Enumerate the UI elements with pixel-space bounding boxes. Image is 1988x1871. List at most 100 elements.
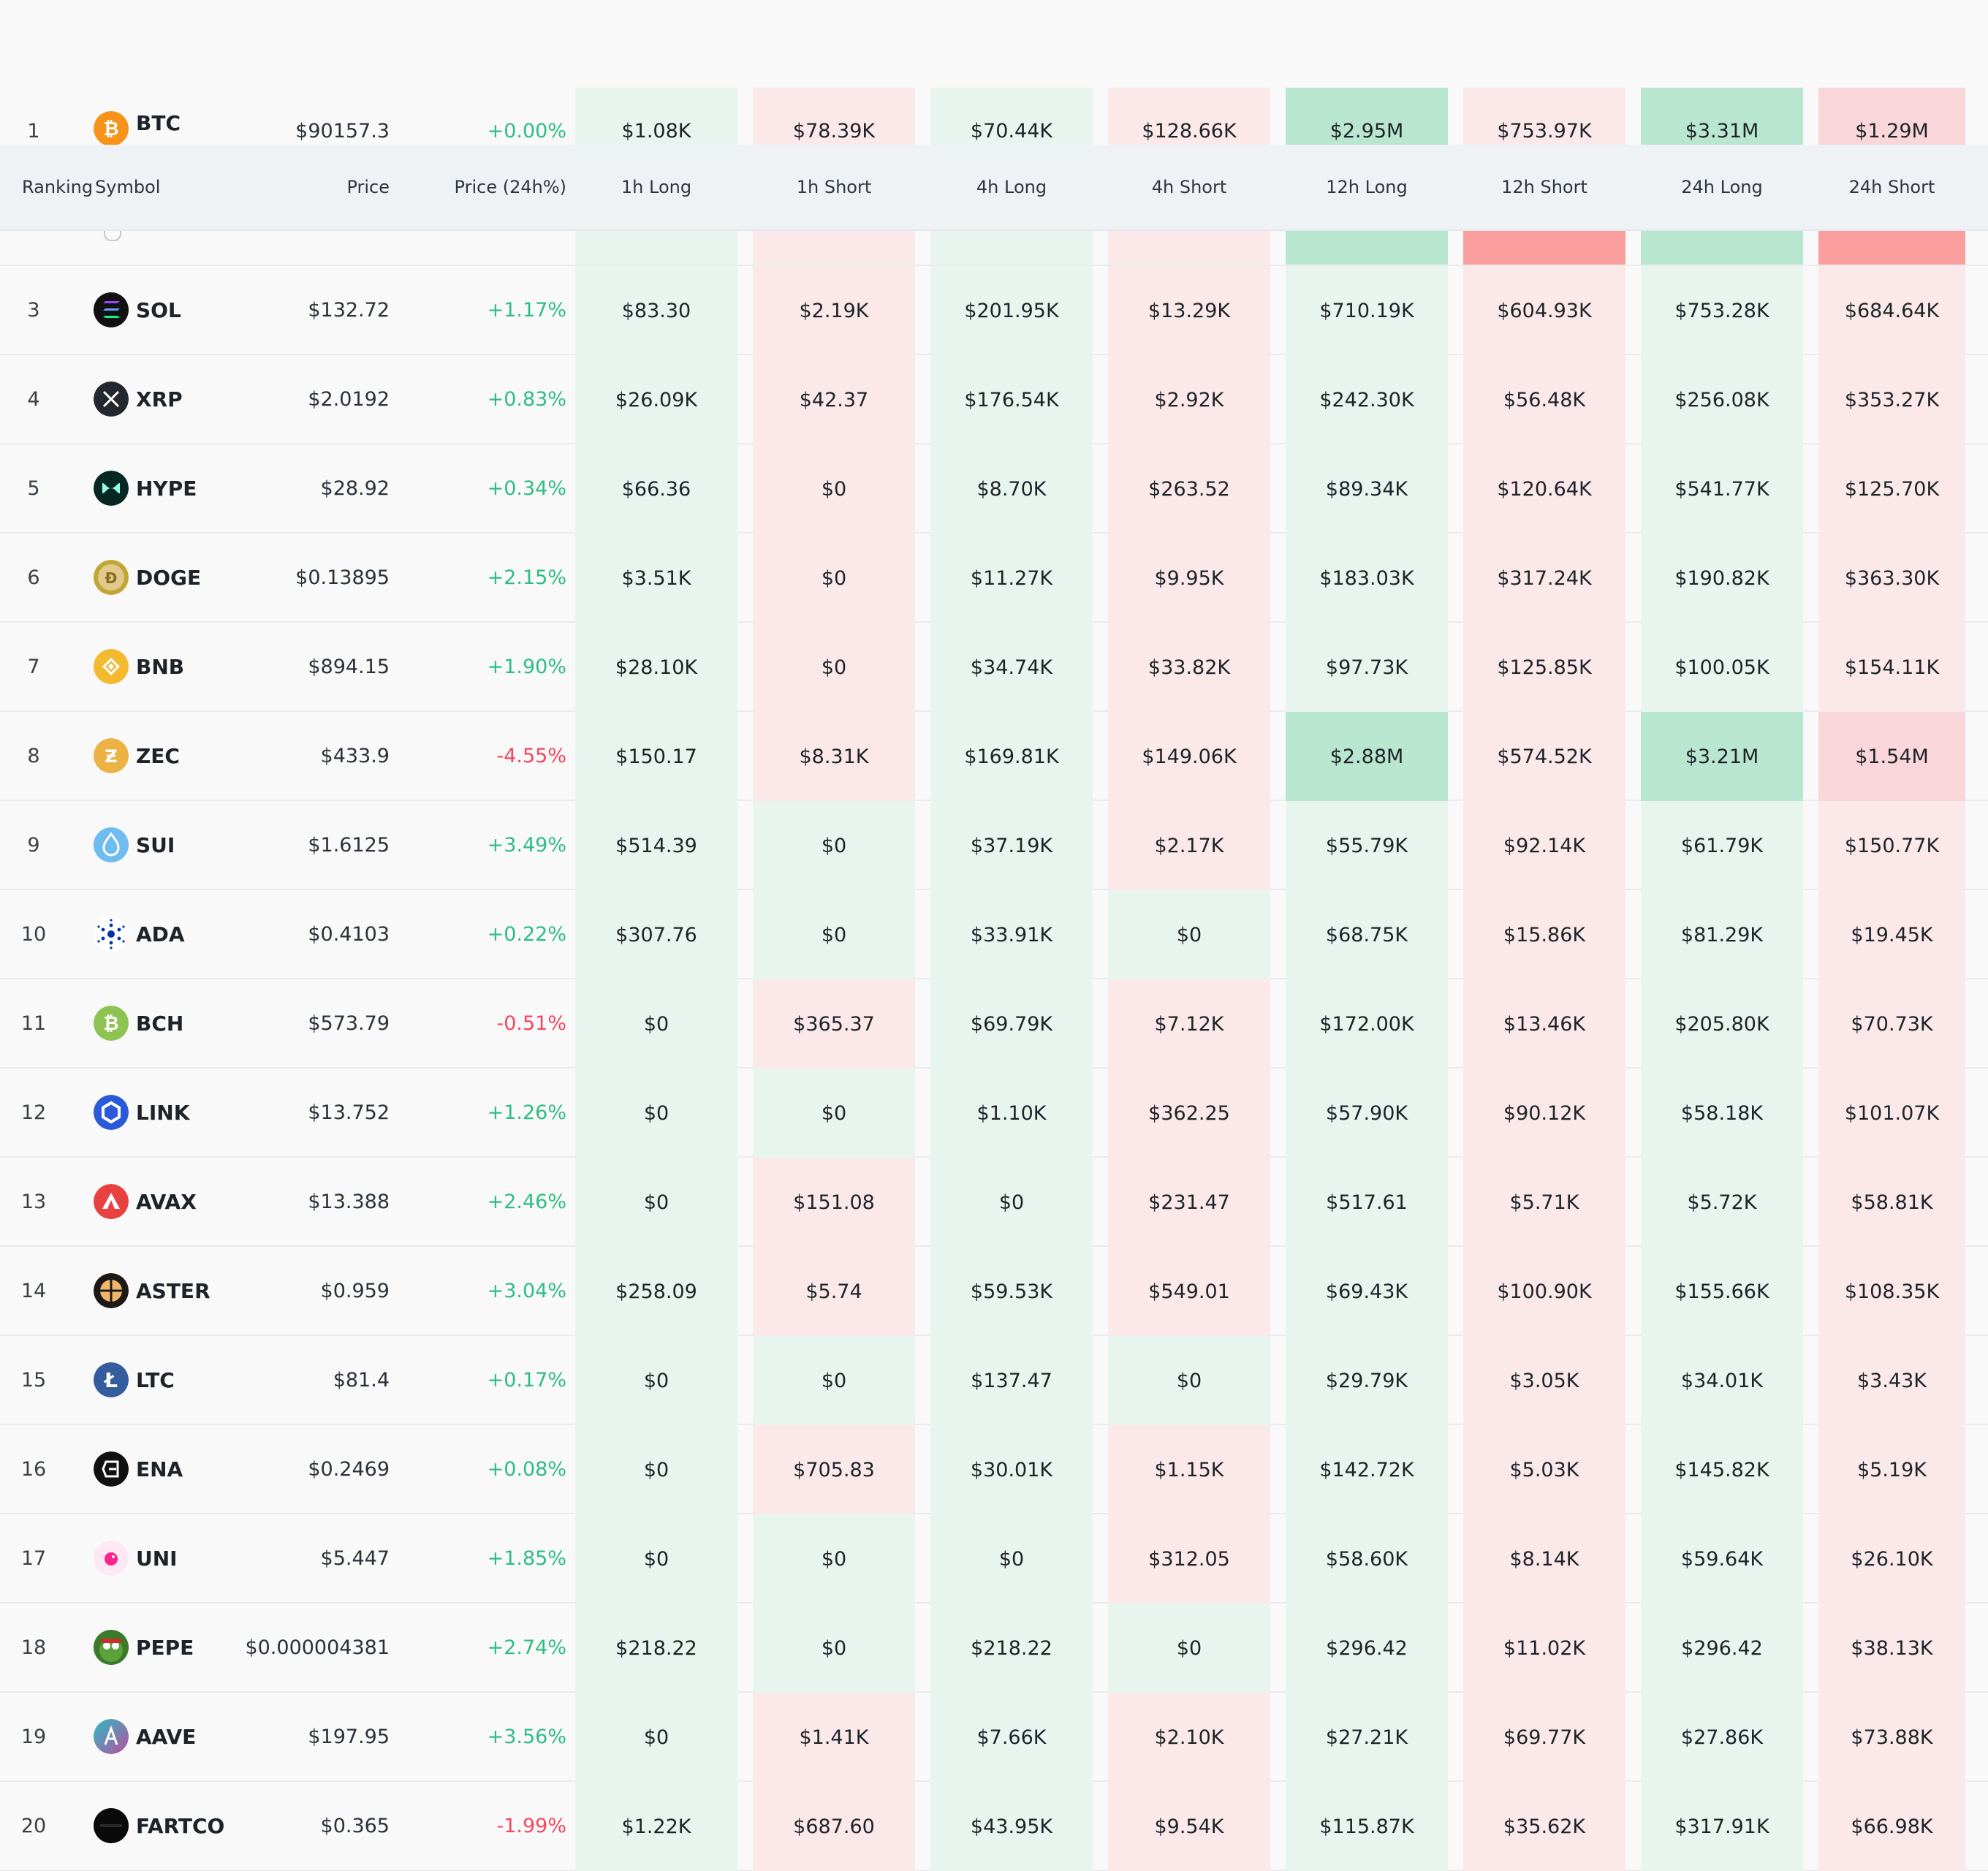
symbol-cell[interactable]: BNB: [94, 623, 262, 710]
svg-text:₿: ₿: [103, 118, 118, 140]
value-cell: $0: [1108, 890, 1270, 979]
table-row[interactable]: $0 $365.37 $69.79K $7.12K $172.00K $13.46K $20…: [0, 979, 1988, 1069]
symbol-cell[interactable]: XRP: [94, 355, 262, 443]
value-cell: $55.79K: [1286, 801, 1448, 890]
price-change-cell: +0.08%: [487, 1457, 566, 1481]
table-row[interactable]: $150.17 $8.31K $169.81K $149.06K $2.88M $574.…: [0, 712, 1988, 801]
price-change-cell: +0.83%: [487, 387, 566, 411]
column-header-12h-short[interactable]: 12h Short: [1501, 177, 1587, 197]
symbol-cell[interactable]: SUI: [94, 801, 262, 889]
value-cell: $69.77K: [1463, 1693, 1625, 1782]
table-row[interactable]: $307.76 $0 $33.91K $0 $68.75K $15.86K $81.29K $…: [0, 890, 1988, 979]
value-cell: $0: [575, 1069, 737, 1158]
price-change-cell: -1.99%: [496, 1814, 566, 1837]
value-cell: $69.79K: [930, 979, 1093, 1069]
value-cell: $201.95K: [930, 266, 1093, 355]
value-cell: $5.74: [753, 1247, 915, 1336]
sui-icon: [94, 827, 129, 862]
symbol-cell[interactable]: Ł LTC: [94, 1336, 262, 1424]
value-cell-partial: [1463, 231, 1625, 265]
value-cell: $296.42: [1286, 1604, 1448, 1693]
table-row[interactable]: $26.09K $42.37 $176.54K $2.92K $242.30K $56.4…: [0, 355, 1988, 444]
value-cell: $317.91K: [1641, 1782, 1803, 1871]
value-cell: $108.35K: [1818, 1247, 1965, 1336]
price-cell: $13.388: [308, 1190, 390, 1213]
symbol-cell[interactable]: ASTER: [94, 1247, 262, 1335]
value-cell: $0: [753, 444, 915, 534]
column-header-ranking[interactable]: Ranking: [22, 177, 94, 197]
symbol-cell[interactable]: LINK: [94, 1069, 262, 1156]
column-header-symbol[interactable]: Symbol: [95, 177, 161, 197]
price-cell: $13.752: [308, 1101, 390, 1124]
price-cell: $1.6125: [308, 833, 390, 857]
value-cell: $0: [575, 1158, 737, 1247]
table-row[interactable]: $0 $0 $1.10K $362.25 $57.90K $90.12K $58.18K $1…: [0, 1069, 1988, 1158]
symbol-cell[interactable]: ₿ BTC: [94, 88, 262, 145]
rank-cell: 18: [20, 1636, 47, 1659]
table-row[interactable]: $1.22K $687.60 $43.95K $9.54K $115.87K $35.62…: [0, 1782, 1988, 1871]
value-cell: $0: [753, 534, 915, 623]
table-row[interactable]: $0 $1.41K $7.66K $2.10K $27.21K $69.77K $27.86…: [0, 1693, 1988, 1782]
value-cell: $61.79K: [1641, 801, 1803, 890]
table-row[interactable]: $514.39 $0 $37.19K $2.17K $55.79K $92.14K $61.…: [0, 801, 1988, 890]
value-cell: $128.66K: [1108, 88, 1270, 145]
value-cell: $69.43K: [1286, 1247, 1448, 1336]
price-cell: $197.95: [308, 1725, 390, 1748]
value-cell: $26.09K: [575, 355, 737, 444]
table-row[interactable]: $1.08K $78.39K $70.44K $128.66K $2.95M $753.9…: [0, 88, 1988, 145]
symbol-cell[interactable]: UNI: [94, 1514, 262, 1602]
price-cell: $0.959: [320, 1279, 390, 1302]
rank-cell: 15: [20, 1368, 47, 1392]
table-row[interactable]: $258.09 $5.74 $59.53K $549.01 $69.43K $100.90…: [0, 1247, 1988, 1336]
column-header-1h-short[interactable]: 1h Short: [796, 177, 872, 197]
column-header-12h-long[interactable]: 12h Long: [1326, 177, 1408, 197]
value-cell: $59.53K: [930, 1247, 1093, 1336]
symbol-cell[interactable]: HYPE: [94, 444, 262, 532]
value-cell: $125.70K: [1818, 444, 1965, 534]
symbol-label: SOL: [136, 297, 181, 322]
rank-cell: 14: [20, 1279, 47, 1302]
table-row[interactable]: $3.51K $0 $11.27K $9.95K $183.03K $317.24K $19…: [0, 534, 1988, 623]
symbol-label: BNB: [136, 654, 185, 679]
symbol-cell[interactable]: Ƶ ZEC: [94, 712, 262, 800]
symbol-cell[interactable]: PEPE: [94, 1604, 262, 1691]
value-cell: $1.41K: [753, 1693, 915, 1782]
symbol-label: HYPE: [136, 476, 197, 501]
value-cell: $145.82K: [1641, 1425, 1803, 1514]
column-header-price-change[interactable]: Price (24h%): [454, 177, 566, 197]
column-header-4h-short[interactable]: 4h Short: [1151, 177, 1227, 197]
column-header-1h-long[interactable]: 1h Long: [621, 177, 692, 197]
table-row[interactable]: $0 $0 $0 $312.05 $58.60K $8.14K $59.64K $26.10K…: [0, 1514, 1988, 1604]
table-row[interactable]: $0 $151.08 $0 $231.47 $517.61 $5.71K $5.72K $58…: [0, 1158, 1988, 1247]
cardano-icon: [94, 916, 129, 952]
symbol-cell[interactable]: Ð DOGE: [94, 534, 262, 621]
value-cell: $263.52: [1108, 444, 1270, 534]
value-cell: $34.01K: [1641, 1336, 1803, 1425]
table-row[interactable]: $0 $705.83 $30.01K $1.15K $142.72K $5.03K $145…: [0, 1425, 1988, 1514]
column-header-4h-long[interactable]: 4h Long: [976, 177, 1047, 197]
price-change-cell: +2.15%: [487, 566, 566, 589]
price-change-cell: +0.17%: [487, 1368, 566, 1392]
column-header-24h-long[interactable]: 24h Long: [1681, 177, 1763, 197]
value-cell: $1.29M: [1818, 88, 1965, 145]
table-row[interactable]: $0 $0 $137.47 $0 $29.79K $3.05K $34.01K $3.43K 1…: [0, 1336, 1988, 1425]
table-row[interactable]: $218.22 $0 $218.22 $0 $296.42 $11.02K $296.42 $…: [0, 1604, 1988, 1693]
table-row[interactable]: $83.30 $2.19K $201.95K $13.29K $710.19K $604.…: [0, 266, 1988, 355]
symbol-cell[interactable]: FARTCO: [94, 1782, 262, 1870]
symbol-cell[interactable]: ADA: [94, 890, 262, 978]
column-header-24h-short[interactable]: 24h Short: [1848, 177, 1935, 197]
table-row[interactable]: $28.10K $0 $34.74K $33.82K $97.73K $125.85K $1…: [0, 623, 1988, 712]
symbol-cell[interactable]: ₿ BCH: [94, 979, 262, 1067]
table-row-partial[interactable]: [0, 231, 1988, 266]
symbol-label: LINK: [136, 1100, 190, 1125]
value-cell: $58.18K: [1641, 1069, 1803, 1158]
symbol-cell[interactable]: AAVE: [94, 1693, 262, 1780]
value-cell: $142.72K: [1286, 1425, 1448, 1514]
symbol-cell[interactable]: AVAX: [94, 1158, 262, 1245]
table-row[interactable]: $66.36 $0 $8.70K $263.52 $89.34K $120.64K $541…: [0, 444, 1988, 534]
price-change-cell: -4.55%: [496, 744, 566, 767]
symbol-cell[interactable]: ENA: [94, 1425, 262, 1513]
symbol-cell[interactable]: SOL: [94, 266, 262, 354]
value-cell: $34.74K: [930, 623, 1093, 712]
column-header-price[interactable]: Price: [346, 177, 390, 197]
